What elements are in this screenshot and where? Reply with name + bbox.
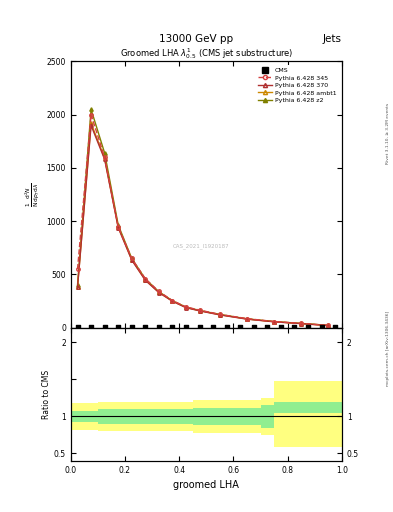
Point [74, 324, 81, 332]
Point [183, 324, 189, 332]
Y-axis label: Ratio to CMS: Ratio to CMS [42, 370, 51, 419]
Text: 13000 GeV pp: 13000 GeV pp [160, 33, 233, 44]
Point [237, 324, 243, 332]
Point [210, 324, 216, 332]
Point [129, 324, 135, 332]
Point [251, 324, 257, 332]
Point [278, 324, 284, 332]
Point [305, 324, 311, 332]
Legend: CMS, Pythia 6.428 345, Pythia 6.428 370, Pythia 6.428 ambt1, Pythia 6.428 z2: CMS, Pythia 6.428 345, Pythia 6.428 370,… [255, 65, 339, 105]
Text: CAS_2021_I1920187: CAS_2021_I1920187 [173, 244, 229, 249]
Point [169, 324, 176, 332]
Point [332, 324, 338, 332]
Point [101, 324, 108, 332]
Point [291, 324, 298, 332]
Point [88, 324, 94, 332]
Y-axis label: $\frac{1}{\mathrm{N}}\frac{\mathrm{d}^2N}{\mathrm{d}p_{T}\mathrm{d}\lambda}$: $\frac{1}{\mathrm{N}}\frac{\mathrm{d}^2N… [24, 182, 42, 207]
X-axis label: groomed LHA: groomed LHA [173, 480, 239, 490]
Point [318, 324, 325, 332]
Point [264, 324, 270, 332]
Text: Jets: Jets [323, 33, 342, 44]
Point [156, 324, 162, 332]
Point [142, 324, 149, 332]
Point [224, 324, 230, 332]
Point [115, 324, 121, 332]
Point [196, 324, 203, 332]
Text: mcplots.cern.ch [arXiv:1306.3436]: mcplots.cern.ch [arXiv:1306.3436] [386, 311, 390, 386]
Title: Groomed LHA $\lambda^{1}_{0.5}$ (CMS jet substructure): Groomed LHA $\lambda^{1}_{0.5}$ (CMS jet… [119, 47, 293, 61]
Text: Rivet 3.1.10, ≥ 3.2M events: Rivet 3.1.10, ≥ 3.2M events [386, 102, 390, 164]
